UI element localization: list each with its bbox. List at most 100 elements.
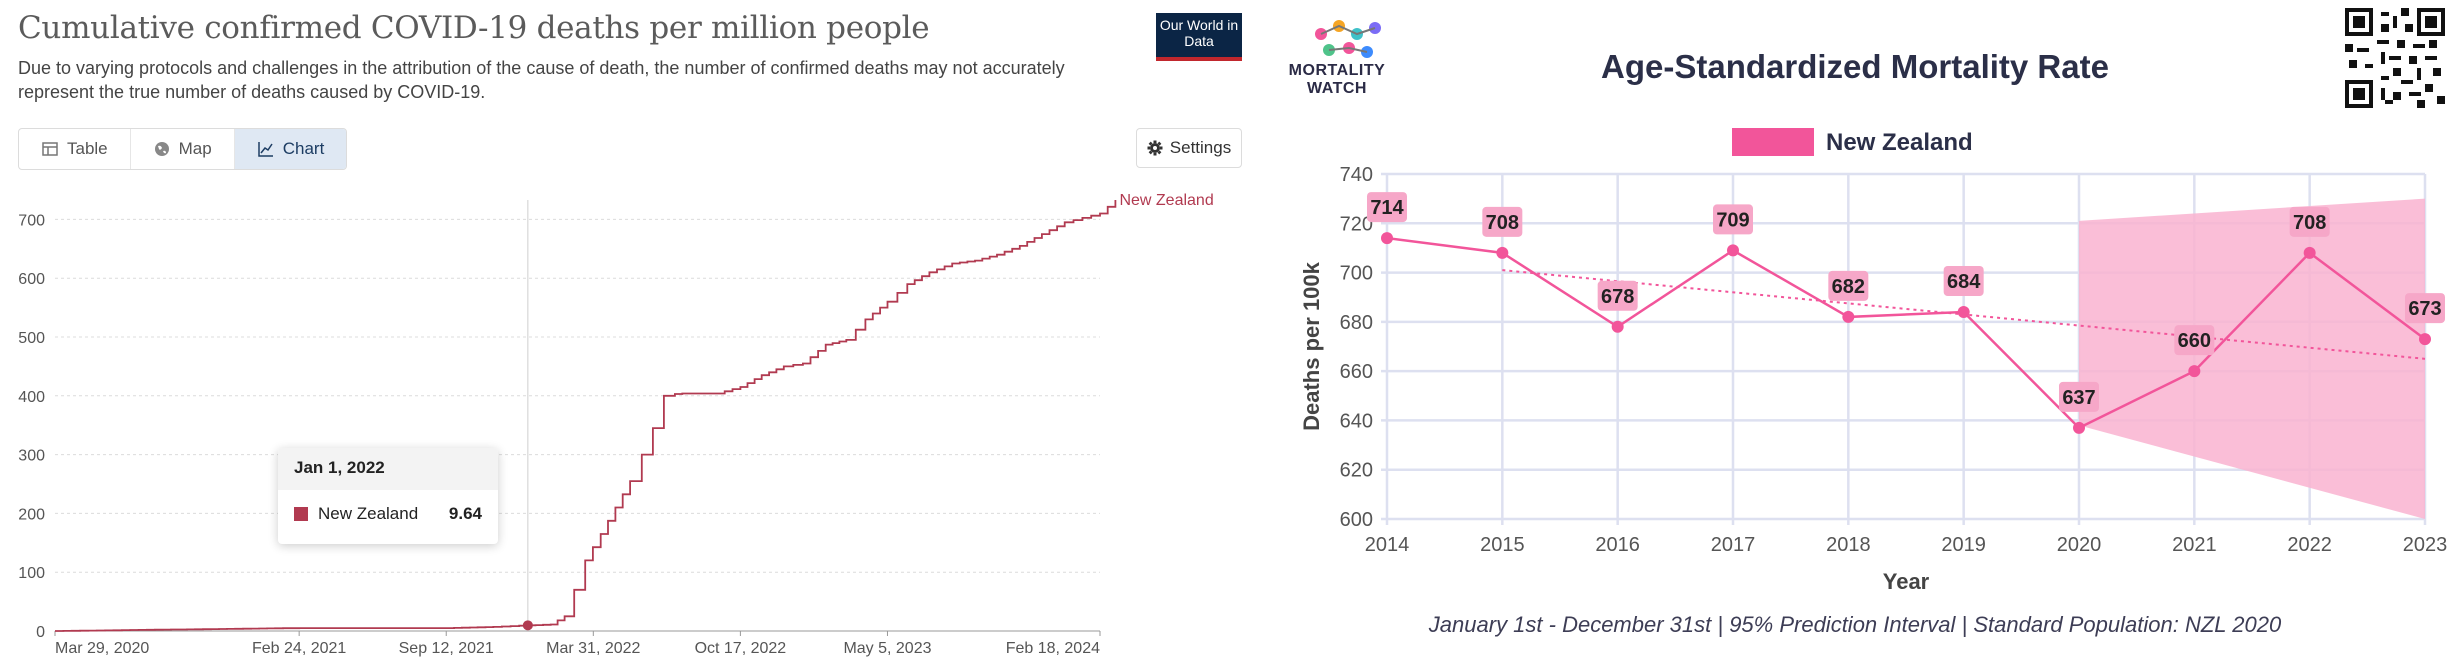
y-tick-label: 620 <box>1340 460 1373 482</box>
data-label-bg <box>1482 206 1523 237</box>
y-tick-label: 300 <box>18 448 45 465</box>
mortality-watch-panel: 600 620 640 660 680 700 720 740 2014 2015 2016 2017… <box>1255 0 2455 670</box>
series-line-new-zealand <box>1386 236 2426 430</box>
y-tick-label: 660 <box>1340 361 1373 383</box>
table-icon <box>42 142 58 156</box>
series-end-label: New Zealand <box>1119 192 1213 209</box>
y-tick-label: 700 <box>18 212 45 229</box>
tooltip-swatch <box>294 507 308 521</box>
y-tick-label: 600 <box>18 271 45 288</box>
data-label-bg <box>2289 206 2330 237</box>
owid-logo[interactable]: Our World in Data <box>1156 13 1242 61</box>
x-tick-label: 2021 <box>2172 534 2217 556</box>
view-tabs: Table Map Chart <box>18 128 348 170</box>
x-tick-label: 2016 <box>1595 534 1640 556</box>
hover-tooltip: Jan 1, 2022 New Zealand 9.64 <box>278 448 498 544</box>
y-tick-label: 720 <box>1340 213 1373 235</box>
tab-label: Chart <box>282 139 325 158</box>
mortality-watch-logo: MORTALITY WATCH <box>1288 62 1386 97</box>
data-label-bg <box>1597 280 1638 311</box>
data-label: 708 <box>2293 212 2326 234</box>
legend-label: New Zealand <box>1826 129 1973 156</box>
mortality-watch-logo-icon <box>1315 20 1381 58</box>
series-line-new-zealand <box>55 200 1117 632</box>
data-label-bg <box>1367 192 1407 223</box>
chart-subtitle: Due to varying protocols and challenges … <box>18 58 1065 102</box>
data-label-bg <box>1943 266 1984 296</box>
x-tick-label: 2020 <box>2057 534 2102 556</box>
y-tick-label: 700 <box>1340 263 1373 285</box>
owid-panel: 0 100 200 300 400 500 600 700 Mar 29, 2020 Feb 24… <box>18 10 1242 657</box>
tab-label: Table <box>67 139 108 158</box>
x-tick-label: 2018 <box>1826 534 1871 556</box>
y-tick-label: 200 <box>18 506 45 523</box>
data-label-bg <box>1828 270 1869 301</box>
y-tick-label: 640 <box>1340 410 1373 432</box>
y-tick-label: 500 <box>18 330 45 347</box>
y-tick-label: 100 <box>18 565 45 582</box>
x-axis-label: Year <box>1883 569 1930 594</box>
data-label: 637 <box>2062 387 2095 409</box>
data-label-bg <box>1713 204 1753 235</box>
tooltip-date: Jan 1, 2022 <box>278 448 498 490</box>
settings-label: Settings <box>1169 138 1232 157</box>
data-point <box>1611 320 1624 333</box>
globe-icon <box>154 142 169 156</box>
tab-map[interactable]: Map <box>131 129 235 169</box>
x-tick-label: 2017 <box>1711 534 1756 556</box>
legend-swatch <box>1732 128 1814 156</box>
x-tick-label: 2019 <box>1941 534 1986 556</box>
tab-table[interactable]: Table <box>19 129 131 169</box>
x-tick-label: 2023 <box>2403 534 2448 556</box>
mw-chart-footer: January 1st - December 31st | 95% Predic… <box>1428 612 2282 637</box>
data-label: 678 <box>1601 286 1634 308</box>
data-label-bg <box>2405 293 2445 324</box>
data-label: 714 <box>1370 197 1404 219</box>
mortality-chart: 600 620 640 660 680 700 720 740 2014 2015 2016 2017… <box>1299 128 2448 594</box>
x-tick-label: Feb 24, 2021 <box>252 640 346 657</box>
chart-title: Cumulative confirmed COVID-19 deaths per… <box>18 10 930 46</box>
x-tick-label: Mar 29, 2020 <box>55 640 149 657</box>
tooltip-row: New Zealand 9.64 <box>278 490 498 524</box>
data-point <box>1842 310 1855 323</box>
x-tick-label: Oct 17, 2022 <box>695 640 787 657</box>
data-point <box>2419 333 2431 346</box>
x-tick-label: Feb 18, 2024 <box>1006 640 1100 657</box>
data-point <box>1957 306 1970 318</box>
gear-icon <box>1147 140 1163 156</box>
data-label: 684 <box>1947 271 1981 293</box>
y-tick-label: 740 <box>1340 164 1373 186</box>
line-chart-icon <box>257 142 273 157</box>
owid-chart: 0 100 200 300 400 500 600 700 Mar 29, 2020 Feb 24… <box>18 192 1213 657</box>
x-tick-label: May 5, 2023 <box>843 640 931 657</box>
x-tick-label: 2022 <box>2287 534 2332 556</box>
tooltip-value: 9.64 <box>448 504 482 523</box>
y-axis-label: Deaths per 100k <box>1299 261 1324 431</box>
data-point <box>2188 365 2201 378</box>
data-point <box>2303 246 2316 259</box>
prediction-interval-band <box>2079 198 2425 519</box>
data-point <box>1381 232 1393 245</box>
tooltip-series: New Zealand <box>318 504 419 523</box>
data-point <box>1727 244 1739 257</box>
data-label: 708 <box>1486 212 1519 234</box>
tab-chart[interactable]: Chart <box>234 129 347 169</box>
data-label: 682 <box>1832 276 1865 298</box>
y-tick-label: 400 <box>18 389 45 406</box>
x-tick-label: Sep 12, 2021 <box>399 640 494 657</box>
data-point <box>1496 246 1509 259</box>
settings-button[interactable]: Settings <box>1136 128 1242 168</box>
y-tick-label: 680 <box>1340 312 1373 334</box>
mw-chart-title: Age-Standardized Mortality Rate <box>1601 48 2109 85</box>
x-tick-label: 2014 <box>1365 534 1410 556</box>
x-tick-label: 2015 <box>1480 534 1525 556</box>
data-label: 673 <box>2408 298 2441 320</box>
data-point <box>2073 421 2085 434</box>
data-label: 660 <box>2178 330 2211 352</box>
y-tick-label: 0 <box>36 624 45 641</box>
data-label-bg <box>2174 325 2215 356</box>
highlight-point <box>522 620 533 631</box>
qr-code-icon[interactable] <box>2345 8 2445 108</box>
x-tick-label: Mar 31, 2022 <box>546 640 640 657</box>
y-tick-label: 600 <box>1340 509 1373 531</box>
